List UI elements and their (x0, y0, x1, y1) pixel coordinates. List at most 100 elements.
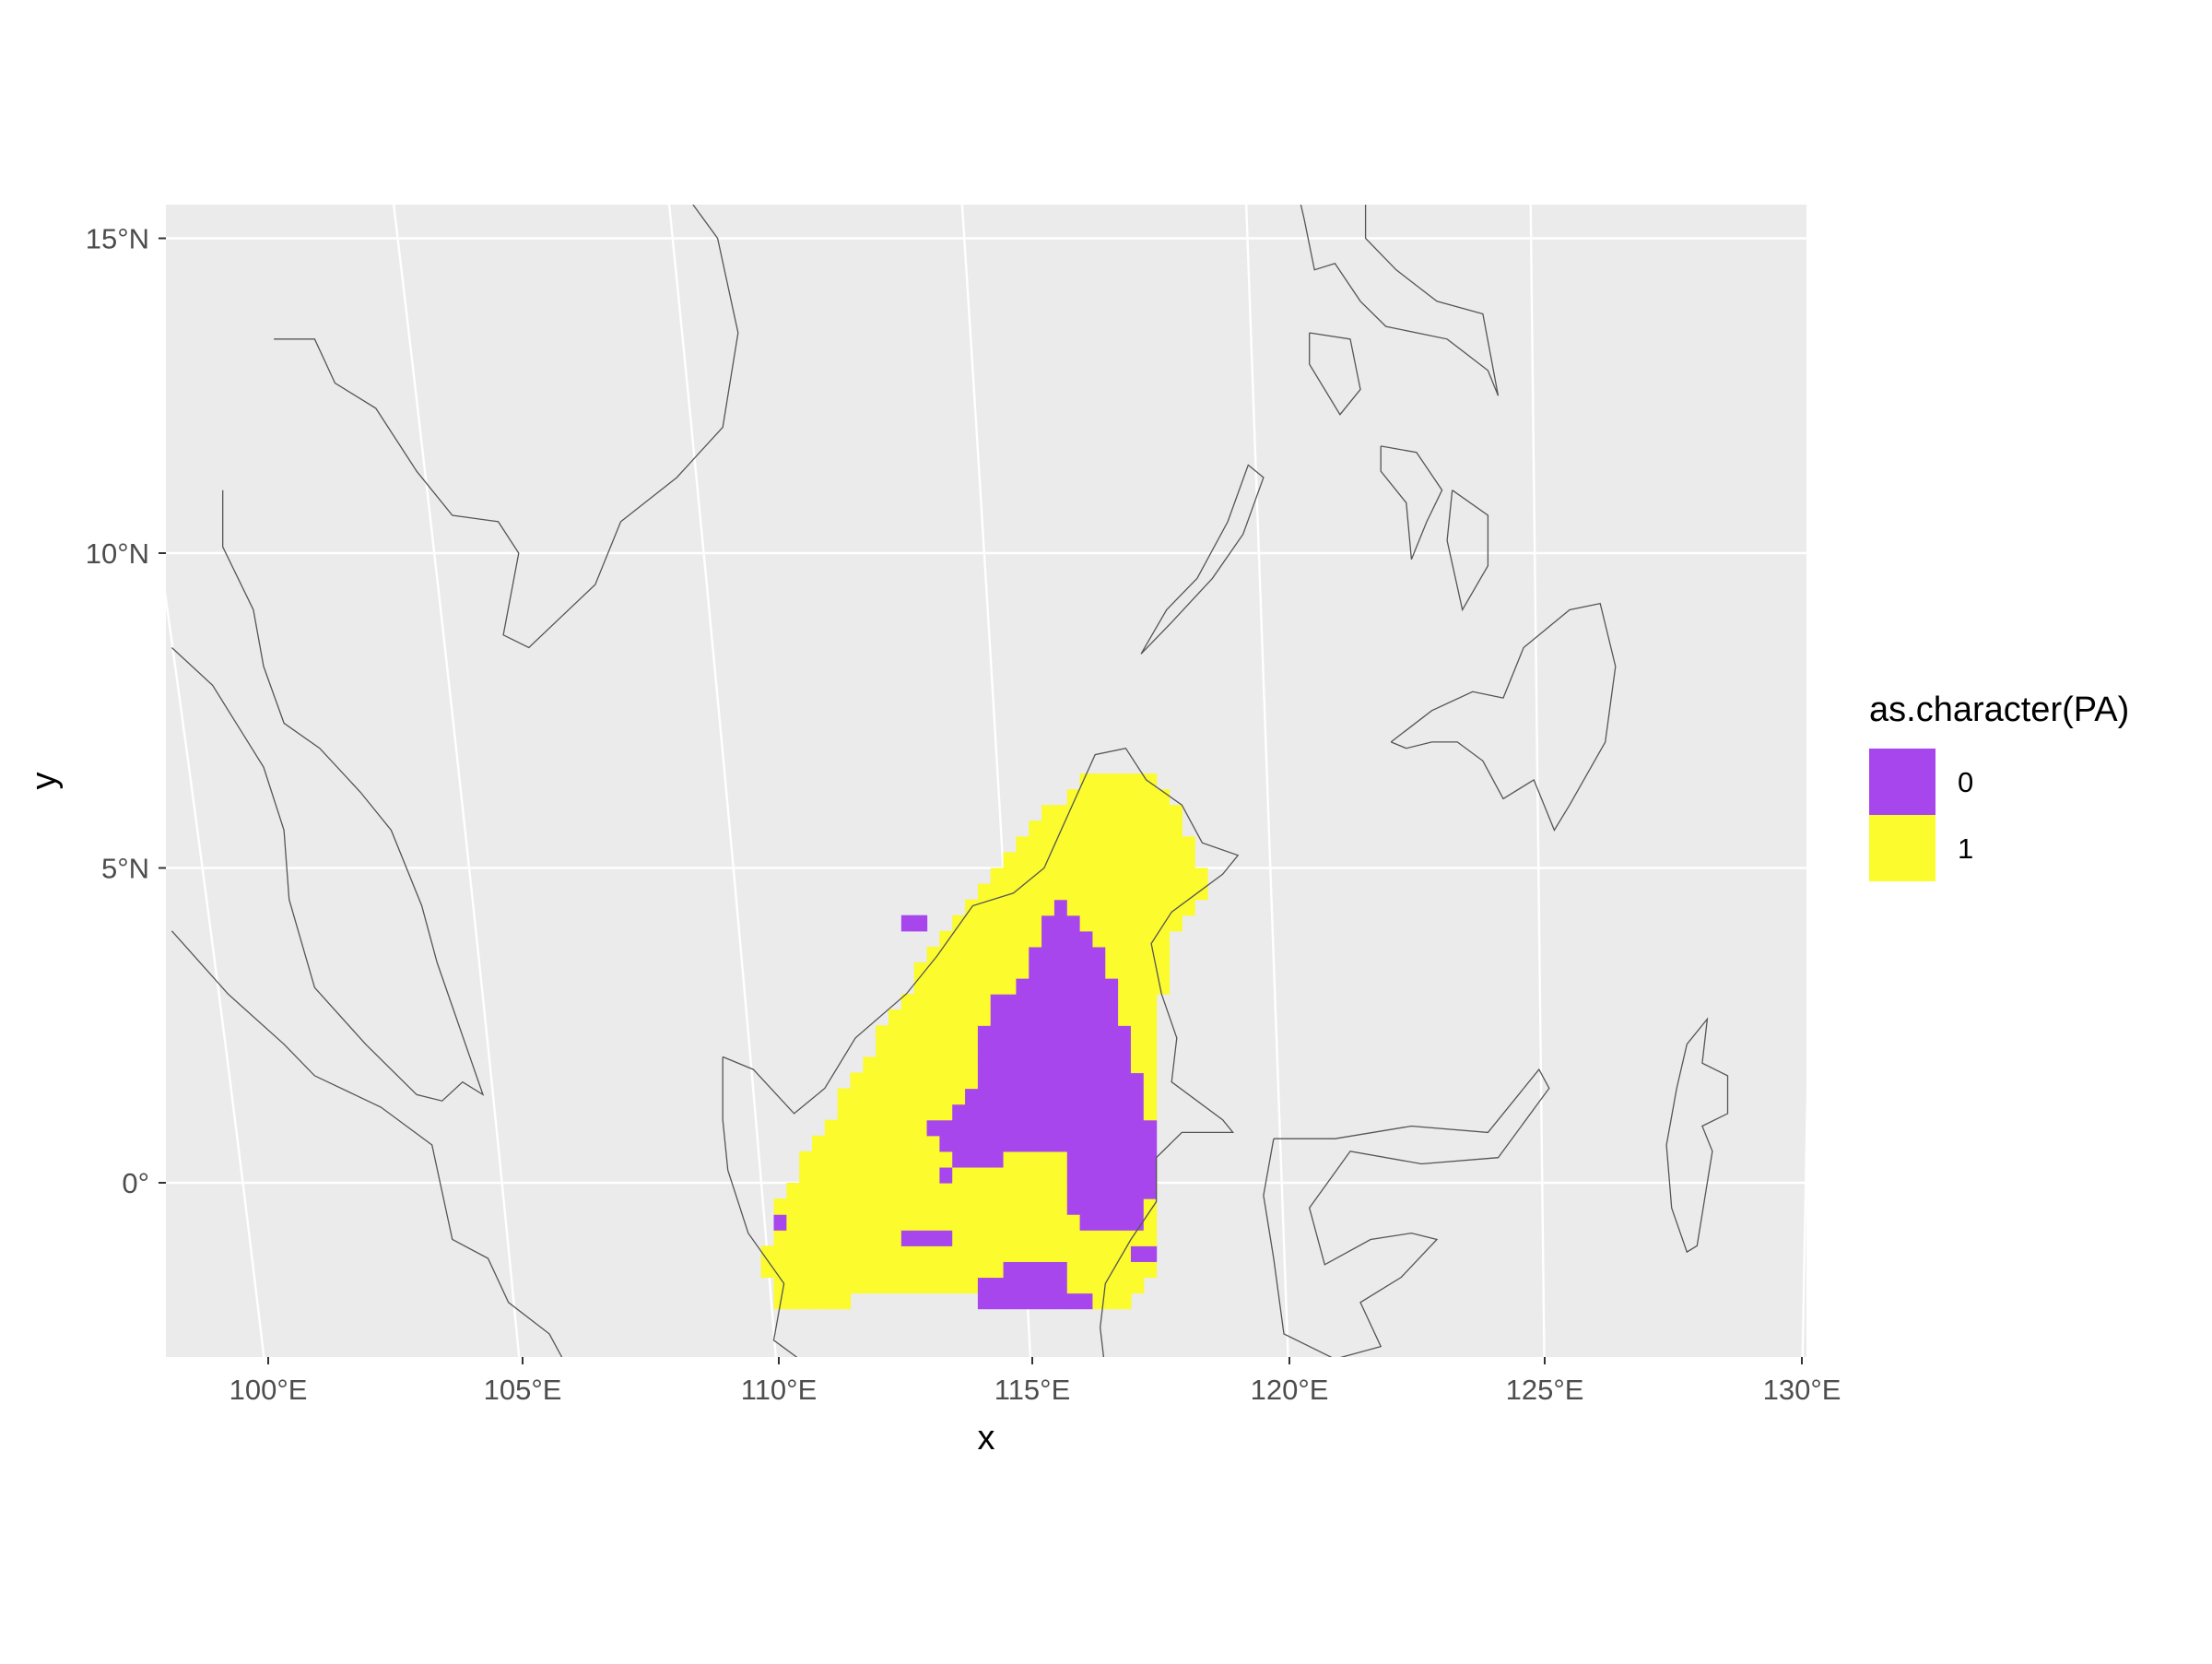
raster-cell (939, 1151, 953, 1168)
raster-cell (1105, 1009, 1119, 1026)
raster-cell (952, 962, 966, 979)
raster-cell (1130, 946, 1145, 963)
raster-cell (1066, 1135, 1081, 1152)
raster-cell (863, 1103, 877, 1121)
raster-cell (786, 1261, 800, 1279)
raster-cell (888, 1183, 902, 1199)
raster-cell (1130, 1056, 1145, 1074)
raster-cell (1066, 978, 1081, 995)
raster-cell (1092, 1151, 1106, 1168)
raster-cell (1053, 1277, 1068, 1294)
raster-cell (990, 867, 1005, 885)
raster-cell (900, 1245, 915, 1262)
raster-cell (1041, 1088, 1055, 1105)
raster-cell (1041, 1135, 1055, 1152)
raster-cell (1053, 1261, 1068, 1279)
raster-cell (1130, 883, 1145, 901)
raster-cell (1041, 930, 1055, 948)
raster-cell (990, 1261, 1005, 1279)
raster-cell (1079, 962, 1094, 979)
raster-cell (977, 1151, 992, 1168)
raster-cell (1029, 852, 1042, 869)
raster-cell (1041, 1009, 1055, 1026)
raster-cell (1130, 1214, 1145, 1231)
raster-cell (926, 1277, 940, 1294)
raster-cell (876, 1166, 889, 1184)
raster-cell (799, 1261, 813, 1279)
raster-cell (990, 1151, 1005, 1168)
raster-cell (1118, 883, 1132, 901)
raster-cell (1079, 1151, 1094, 1168)
raster-cell (990, 883, 1005, 901)
raster-cell (1016, 930, 1030, 948)
raster-cell (1092, 1198, 1106, 1215)
raster-cell (965, 1261, 979, 1279)
raster-cell (990, 1135, 1005, 1152)
raster-cell (1105, 1151, 1119, 1168)
raster-cell (926, 1072, 940, 1090)
raster-cell (850, 1088, 864, 1105)
raster-cell (850, 1072, 864, 1090)
raster-cell (1066, 1230, 1081, 1246)
raster-cell (1041, 1214, 1055, 1231)
raster-cell (1118, 899, 1132, 916)
raster-cell (1156, 820, 1171, 837)
y-tick-label: 0° (122, 1167, 149, 1199)
raster-cell (1016, 1261, 1030, 1279)
raster-cell (1066, 1166, 1081, 1184)
legend-title: as.character(PA) (1869, 690, 2129, 729)
raster-cell (850, 1245, 864, 1262)
raster-cell (939, 1009, 953, 1026)
raster-cell (939, 946, 953, 963)
raster-cell (1041, 1230, 1055, 1246)
raster-cell (913, 1245, 928, 1262)
raster-cell (939, 1277, 953, 1294)
raster-cell (926, 978, 940, 995)
raster-cell (926, 1261, 940, 1279)
raster-cell (900, 1230, 915, 1246)
raster-cell (824, 1214, 839, 1231)
raster-cell (824, 1166, 839, 1184)
raster-cell (1143, 1119, 1158, 1137)
raster-cell (837, 1119, 852, 1137)
raster-cell (1194, 867, 1208, 885)
raster-cell (913, 1088, 928, 1105)
raster-cell (812, 1277, 826, 1294)
raster-cell (1169, 820, 1182, 837)
raster-cell (888, 1025, 902, 1042)
x-tick-label: 110°E (741, 1374, 818, 1406)
raster-cell (1029, 1230, 1042, 1246)
raster-cell (799, 1198, 813, 1215)
raster-cell (900, 1166, 915, 1184)
raster-cell (888, 1214, 902, 1231)
raster-cell (1079, 1214, 1094, 1231)
raster-cell (799, 1245, 813, 1262)
raster-cell (1041, 915, 1055, 932)
raster-cell (1130, 773, 1145, 790)
raster-cell (1092, 773, 1106, 790)
raster-cell (863, 1135, 877, 1152)
raster-cell (824, 1119, 839, 1137)
raster-cell (799, 1277, 813, 1294)
raster-cell (1143, 1041, 1158, 1057)
raster-cell (990, 1072, 1005, 1090)
raster-cell (977, 1198, 992, 1215)
raster-cell (900, 1119, 915, 1137)
raster-cell (965, 1041, 979, 1057)
raster-cell (952, 1198, 966, 1215)
raster-cell (1003, 1025, 1018, 1042)
raster-cell (876, 1261, 889, 1279)
raster-cell (1105, 883, 1119, 901)
raster-cell (773, 1230, 787, 1246)
raster-cell (977, 962, 992, 979)
raster-cell (1079, 978, 1094, 995)
raster-cell (837, 1230, 852, 1246)
visayas-coast (1380, 445, 1443, 561)
raster-cell (837, 1135, 852, 1152)
raster-cell (1092, 805, 1106, 821)
raster-cell (1066, 820, 1081, 837)
raster-cell (1079, 836, 1094, 854)
raster-cell (850, 1103, 864, 1121)
raster-cell (1016, 1198, 1030, 1215)
meridian-100 (166, 591, 265, 1357)
